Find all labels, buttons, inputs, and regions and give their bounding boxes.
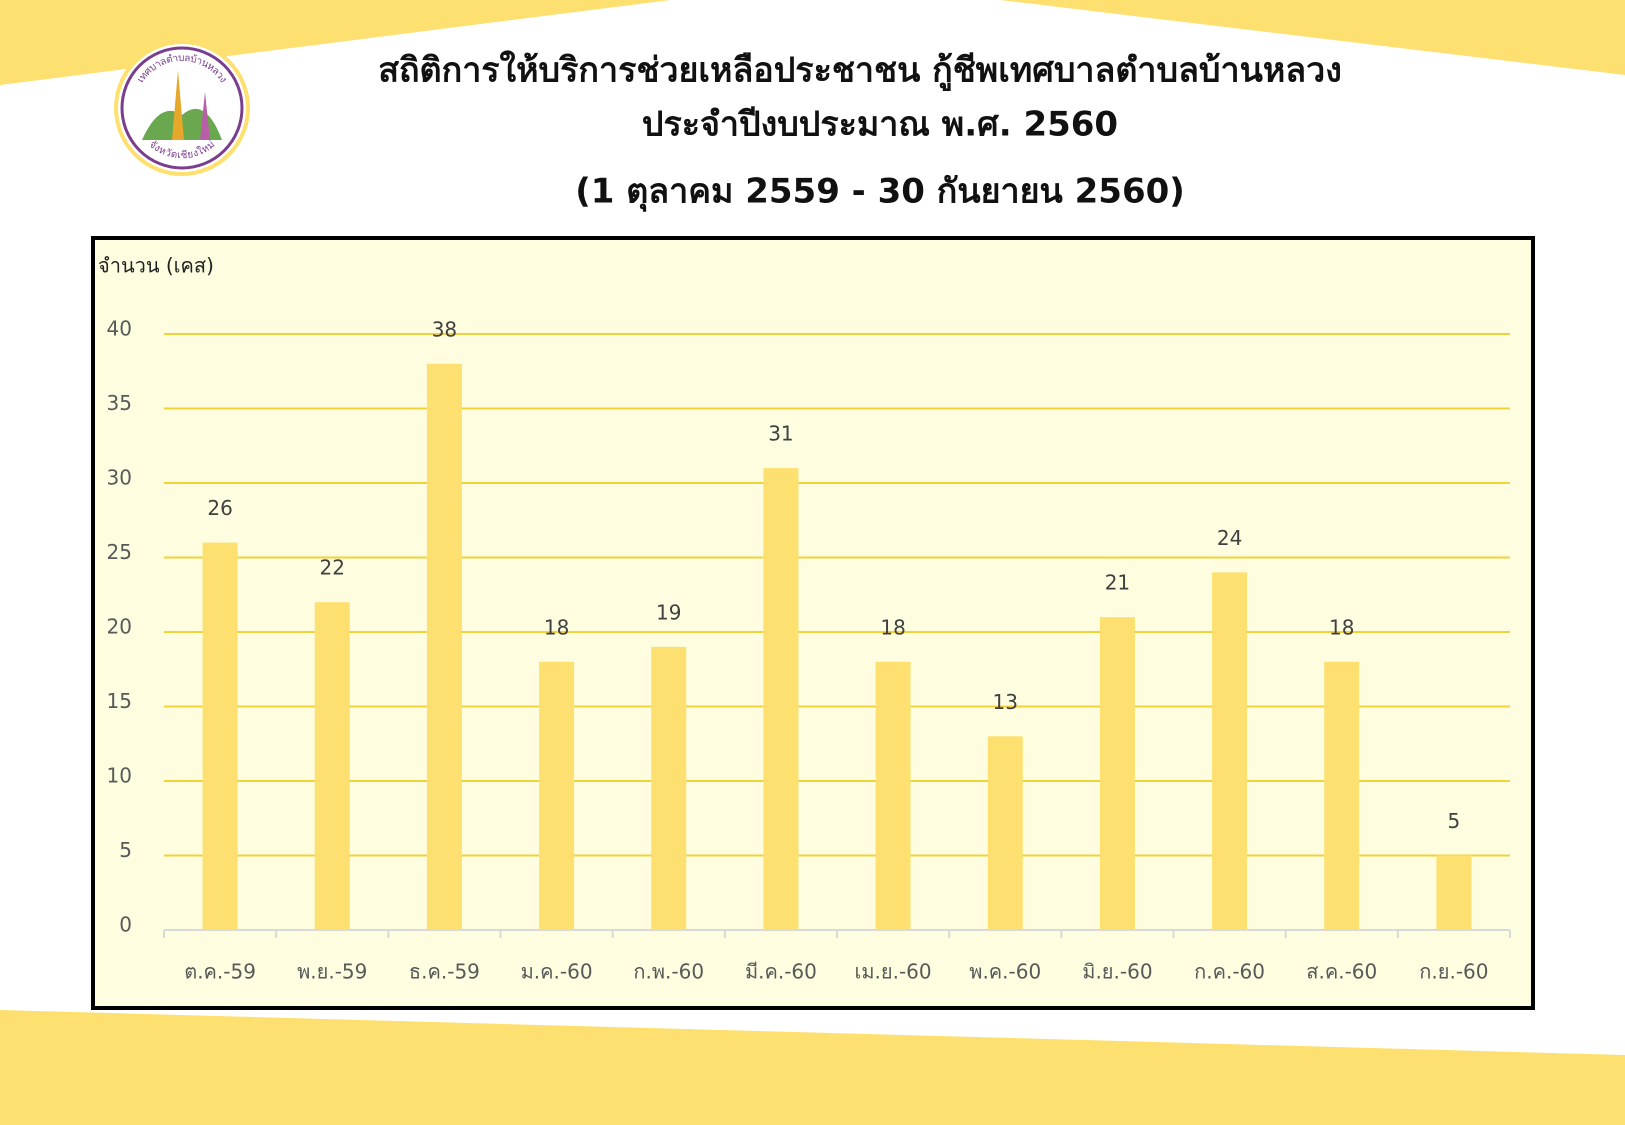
bar [426, 363, 462, 930]
x-tick-label: ก.ย.-60 [1419, 960, 1488, 984]
bar [763, 468, 799, 930]
logo-border [120, 46, 244, 170]
data-label: 5 [1448, 809, 1461, 833]
data-label: 38 [432, 317, 457, 341]
data-label: 19 [656, 600, 681, 624]
data-label: 18 [1329, 615, 1354, 639]
y-tick-label: 10 [107, 764, 132, 788]
decoration [1000, 0, 1625, 75]
y-tick-label: 35 [107, 391, 132, 415]
y-tick-label: 15 [107, 689, 132, 713]
chart-subtitle: (1 ตุลาคม 2559 - 30 กันยายน 2560) [575, 172, 1185, 213]
x-tick-label: มี.ค.-60 [745, 960, 817, 984]
chart-title: สถิติการให้บริการช่วยเหลือประชาชน กู้ชีพ… [378, 50, 1342, 92]
x-tick-label: ส.ค.-60 [1306, 960, 1377, 984]
x-tick-label: เม.ย.-60 [855, 960, 932, 984]
y-tick-label: 40 [107, 317, 132, 341]
x-tick-label: ก.ค.-60 [1194, 960, 1265, 984]
data-label: 18 [880, 615, 905, 639]
chart-frame [91, 236, 1535, 1010]
bar [202, 542, 238, 930]
x-tick-label: ต.ค.-59 [184, 960, 256, 984]
y-tick-label: 25 [107, 540, 132, 564]
bar [651, 646, 687, 930]
data-label: 24 [1217, 526, 1242, 550]
y-tick-label: 30 [107, 466, 132, 490]
bar [875, 661, 911, 930]
y-tick-label: 5 [119, 838, 132, 862]
chart-title: ประจำปีงบประมาณ พ.ศ. 2560 [642, 105, 1118, 145]
data-label: 13 [993, 690, 1018, 714]
logo: เทศบาลตำบลบ้านหลวง จังหวัดเชียงใหม่ [114, 40, 250, 176]
x-tick-label: ก.พ.-60 [633, 960, 704, 984]
decoration [0, 1010, 1625, 1125]
bar [1324, 661, 1360, 930]
bar [1099, 617, 1135, 930]
data-label: 21 [1105, 571, 1130, 595]
bar [1212, 572, 1248, 930]
bar [539, 661, 575, 930]
x-tick-label: พ.ค.-60 [969, 960, 1041, 984]
x-tick-label: มิ.ย.-60 [1082, 960, 1152, 984]
x-tick-label: ม.ค.-60 [521, 960, 593, 984]
x-tick-label: ธ.ค.-59 [409, 960, 480, 984]
data-label: 18 [544, 615, 569, 639]
bar [1436, 855, 1472, 930]
bar [987, 736, 1023, 930]
y-tick-label: 20 [107, 615, 132, 639]
data-label: 22 [320, 556, 345, 580]
y-tick-label: 0 [119, 913, 132, 937]
data-label: 26 [207, 496, 232, 520]
logo-pagoda [172, 70, 184, 140]
y-axis-label: จำนวน (เคส) [98, 254, 214, 278]
x-tick-label: พ.ย.-59 [297, 960, 367, 984]
plot: 0 5 10 15 20 25 30 35 40 ต.ค.-59 26 พ.ย.-59 22 ธ.ค.-5… [107, 317, 1511, 984]
data-label: 31 [768, 422, 793, 446]
bar [314, 602, 350, 930]
logo-pagoda [200, 92, 210, 140]
